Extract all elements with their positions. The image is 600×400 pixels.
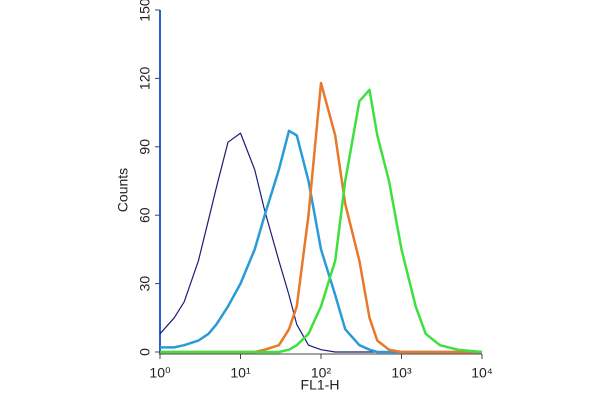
x-tick-label: 10² <box>311 365 332 381</box>
y-tick-label: 0 <box>137 348 153 356</box>
x-tick-label: 10¹ <box>230 365 251 381</box>
x-axis-title: FL1-H <box>301 377 340 393</box>
y-tick-label: 30 <box>137 276 153 292</box>
histogram-line <box>160 88 483 354</box>
y-tick-label: 150 <box>137 0 153 22</box>
y-tick-label: 60 <box>137 207 153 223</box>
x-tick-label: 10³ <box>391 365 412 381</box>
histogram-line <box>160 81 482 354</box>
y-tick-label: 120 <box>137 67 153 91</box>
x-tick-label: 10⁴ <box>471 365 493 381</box>
y-axis-title: Counts <box>115 168 131 212</box>
x-tick-label: 10⁰ <box>149 365 171 381</box>
histogram-line <box>160 129 482 354</box>
y-tick-label: 90 <box>137 139 153 155</box>
